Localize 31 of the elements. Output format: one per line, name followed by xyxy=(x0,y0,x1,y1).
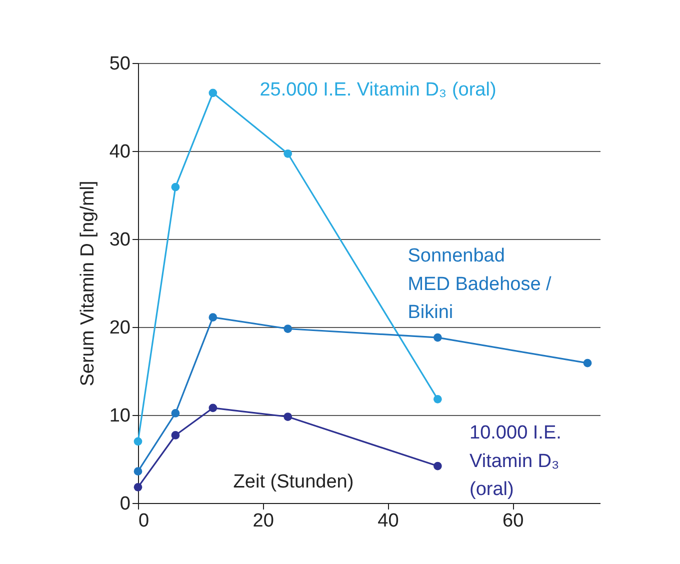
y-tick-label: 20 xyxy=(109,318,130,338)
y-tick-label: 50 xyxy=(109,54,130,74)
x-tick-label: 60 xyxy=(502,510,524,532)
point xyxy=(284,324,292,333)
series-label: 10.000 I.E. Vitamin D₃ (oral) xyxy=(470,422,562,500)
point xyxy=(134,437,142,446)
y-tick-label: 0 xyxy=(120,494,130,514)
point xyxy=(583,358,592,368)
point xyxy=(208,313,218,322)
x-tick-label: 40 xyxy=(378,510,399,532)
point xyxy=(433,333,442,342)
point xyxy=(284,149,292,158)
x-axis-title: Zeit (Stunden) xyxy=(233,472,354,492)
y-tick-label: 10 xyxy=(109,406,130,426)
point xyxy=(134,467,142,476)
x-tick-label: 0 xyxy=(138,510,150,532)
point xyxy=(134,482,142,492)
x-tick-label: 20 xyxy=(252,510,274,532)
point xyxy=(171,182,180,192)
point xyxy=(284,412,292,421)
y-tick-label: 30 xyxy=(109,230,130,250)
point xyxy=(208,88,218,98)
point xyxy=(208,404,218,412)
point xyxy=(433,394,442,404)
point xyxy=(433,462,442,470)
point xyxy=(171,431,180,440)
y-tick-label: 40 xyxy=(109,142,130,162)
y-axis-title: Serum Vitamin D [ng/ml] xyxy=(77,180,98,386)
series-label: 25.000 I.E. Vitamin D₃ (oral) xyxy=(260,79,496,100)
series-label: Sonnenbad MED Badehose / Bikini xyxy=(408,246,552,324)
point xyxy=(171,409,180,418)
